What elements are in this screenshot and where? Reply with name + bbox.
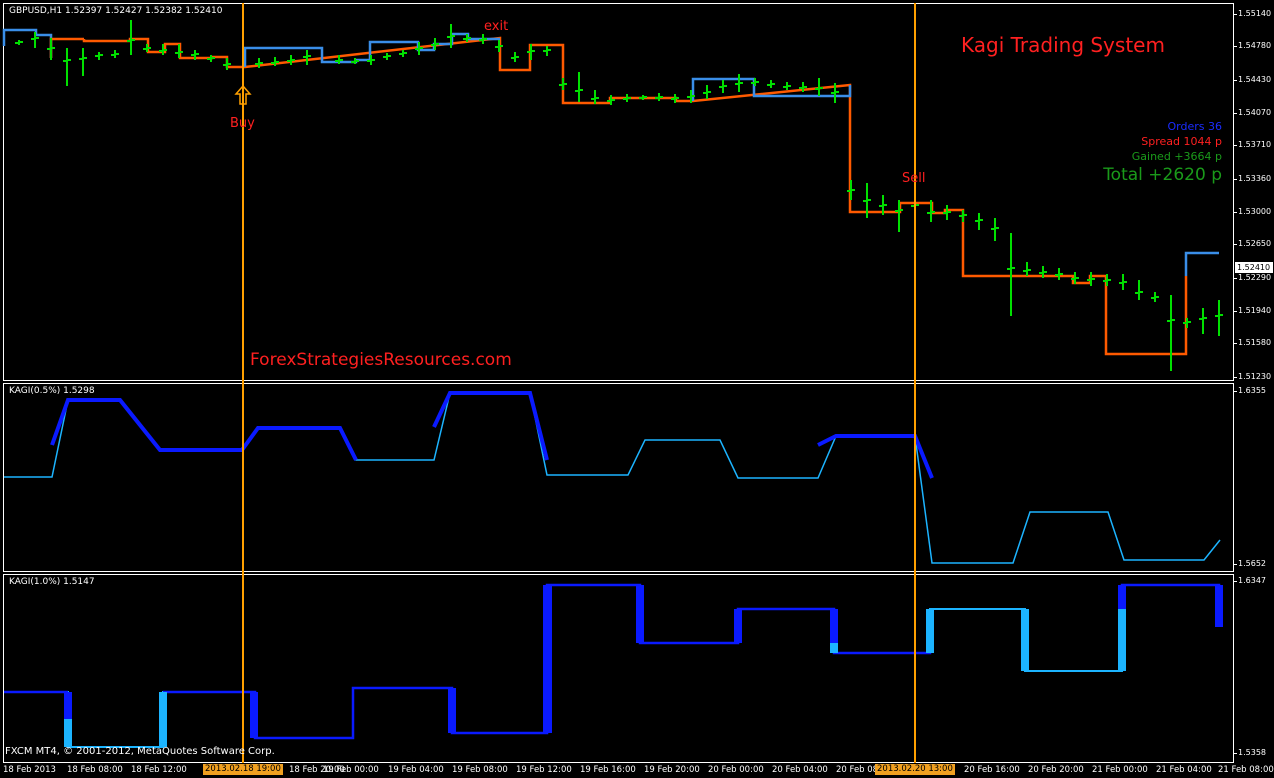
buy-label: Buy — [230, 116, 255, 131]
price-tick: 1.54070 — [1233, 108, 1272, 117]
time-tick: 20 Feb 16:00 — [964, 765, 1020, 775]
kagi-10-indicator-pane[interactable]: KAGI(1.0%) 1.5147 — [3, 574, 1234, 763]
sell-time-highlight: 2013.02.20 13:00 — [875, 764, 955, 775]
time-tick: 19 Feb 04:00 — [388, 765, 444, 775]
time-tick: 19 Feb 12:00 — [516, 765, 572, 775]
strategy-title: Kagi Trading System — [961, 33, 1165, 57]
kagi-05-thin-line — [4, 392, 1221, 564]
stat-gained: Gained +3664 p — [1131, 150, 1222, 163]
sell-label: Sell — [902, 171, 926, 186]
price-bars — [15, 20, 1223, 371]
price-tick: 1.52650 — [1233, 239, 1272, 248]
price-kagi-up-line-4 — [1184, 251, 1219, 276]
price-tick: 1.53710 — [1233, 140, 1272, 149]
time-tick: 21 Feb 04:00 — [1156, 765, 1212, 775]
kagi-10-thin-blocks — [64, 609, 1126, 747]
price-tick: 1.55140 — [1233, 9, 1272, 18]
time-tick: 21 Feb 00:00 — [1092, 765, 1148, 775]
time-tick: 20 Feb 20:00 — [1028, 765, 1084, 775]
price-tick: 1.51230 — [1233, 372, 1272, 381]
price-kagi-up-line-3 — [691, 77, 852, 101]
price-tick: 1.51580 — [1233, 338, 1272, 347]
kagi-10-max: 1.6347 — [1234, 576, 1266, 585]
kagi-05-label: KAGI(0.5%) 1.5298 — [9, 386, 95, 396]
symbol-label: GBPUSD,H1 1.52397 1.52427 1.52382 1.5241… — [9, 6, 223, 16]
kagi-10-thin-line — [4, 584, 1219, 748]
price-axis[interactable]: 1.55140 1.54780 1.54430 1.54070 1.53710 … — [1233, 0, 1274, 381]
time-tick: 19 Feb 16:00 — [580, 765, 636, 775]
price-tick: 1.52290 — [1233, 273, 1272, 282]
time-tick: 21 Feb 08:00 — [1218, 765, 1274, 775]
kagi-05-axis[interactable]: 1.6355 1.5652 — [1234, 383, 1274, 572]
time-tick: 18 Feb 2013 — [3, 765, 56, 775]
time-tick: 20 Feb 00:00 — [708, 765, 764, 775]
copyright-footer: FXCM MT4, © 2001-2012, MetaQuotes Softwa… — [5, 746, 275, 757]
price-tick: 1.54430 — [1233, 75, 1272, 84]
time-tick: 18 Feb 12:00 — [131, 765, 187, 775]
kagi-05-max: 1.6355 — [1234, 386, 1266, 395]
stat-spread: Spread 1044 p — [1141, 135, 1222, 148]
main-price-chart[interactable]: GBPUSD,H1 1.52397 1.52427 1.52382 1.5241… — [3, 3, 1234, 381]
time-tick: 20 Feb 04:00 — [772, 765, 828, 775]
kagi-10-thick-blocks — [64, 585, 1223, 738]
time-tick: 19 Feb 00:00 — [323, 765, 379, 775]
price-tick: 1.51940 — [1233, 306, 1272, 315]
kagi-10-min: 1.5358 — [1234, 748, 1266, 757]
stat-total: Total +2620 p — [1103, 165, 1222, 185]
time-tick: 18 Feb 08:00 — [67, 765, 123, 775]
stat-orders: Orders 36 — [1167, 120, 1222, 133]
time-tick: 20 Feb 08:00 — [836, 765, 892, 775]
kagi-10-label: KAGI(1.0%) 1.5147 — [9, 577, 95, 587]
price-kagi-up-line — [2, 28, 53, 58]
kagi-05-indicator-pane[interactable]: KAGI(0.5%) 1.5298 — [3, 383, 1234, 572]
sell-marker-line — [914, 3, 916, 763]
site-watermark: ForexStrategiesResources.com — [250, 350, 512, 370]
price-tick: 1.53360 — [1233, 174, 1272, 183]
kagi-10-thick-segments — [4, 583, 1221, 740]
time-tick: 19 Feb 08:00 — [452, 765, 508, 775]
price-tick: 1.54780 — [1233, 41, 1272, 50]
buy-marker-line — [242, 3, 244, 763]
kagi-05-min: 1.5652 — [1234, 559, 1266, 568]
exit-label: exit — [484, 19, 509, 34]
price-kagi-down-line — [82, 36, 1188, 356]
time-tick: 19 Feb 20:00 — [644, 765, 700, 775]
price-tick: 1.53000 — [1233, 207, 1272, 216]
kagi-10-axis[interactable]: 1.6347 1.5358 — [1234, 574, 1274, 763]
current-price-tag: 1.52410 — [1235, 262, 1273, 273]
buy-time-highlight: 2013.02.18 19:00 — [203, 764, 283, 775]
kagi-05-thick-segments — [50, 391, 934, 479]
time-tick: 18 Feb 20:00 — [289, 765, 345, 775]
